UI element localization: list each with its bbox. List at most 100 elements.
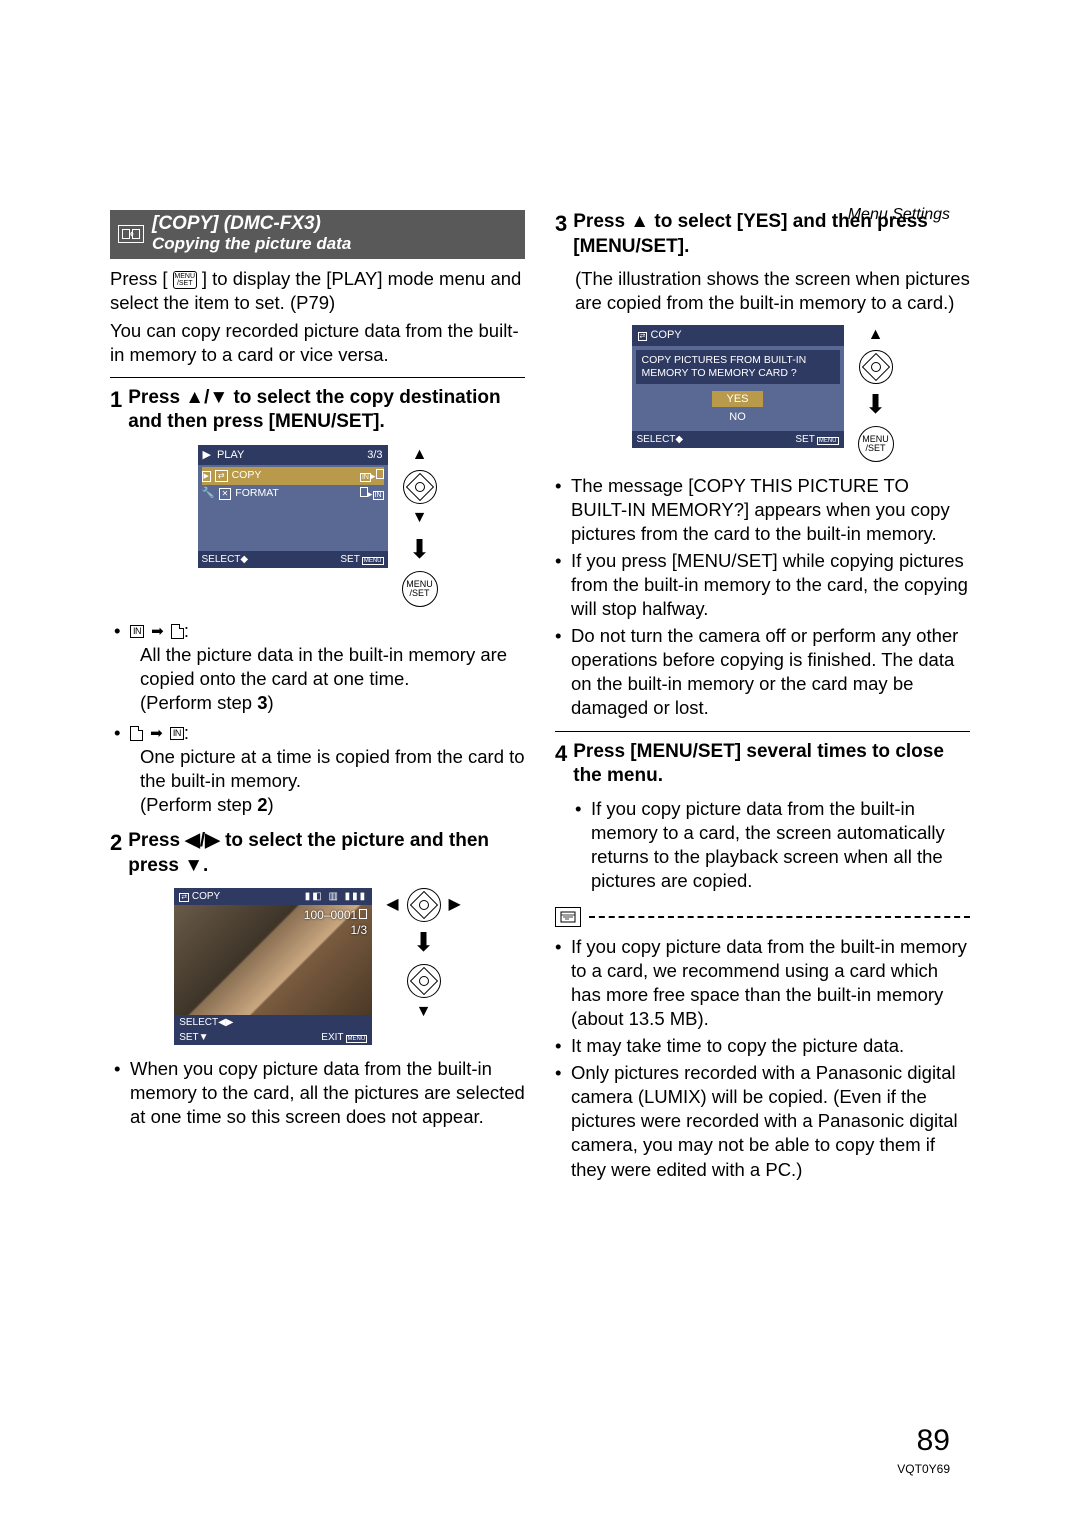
dpad-indicator: ▲ ⬇ MENU /SET <box>858 325 894 462</box>
note-icon <box>555 907 581 927</box>
lcd-copy-dest-icon: IN▸ <box>360 469 384 483</box>
up-arrow-icon: ▲ <box>868 325 884 346</box>
down-arrow-icon: ▼ <box>416 1002 432 1023</box>
note-text: When you copy picture data from the buil… <box>130 1057 525 1129</box>
final-notes: •If you copy picture data from the built… <box>555 935 970 1181</box>
dashed-divider <box>589 916 970 918</box>
step-number: 2 <box>110 829 122 878</box>
intro-p1a: Press [ <box>110 268 168 289</box>
lcd-copy-label: COPY <box>232 469 262 483</box>
step-number: 1 <box>110 386 122 435</box>
lcd-set-label: SET <box>340 554 359 565</box>
play-icon: ▶ <box>203 448 211 462</box>
step3-bullets: •The message [COPY THIS PICTURE TO BUILT… <box>555 474 970 720</box>
up-arrow-icon: ▲ <box>412 445 428 466</box>
step1-lcd-diagram: ▶ PLAY 3/3 ▶ ⇄ COPY <box>110 445 525 606</box>
lcd-copy-label: COPY <box>192 891 220 902</box>
bullet-dot: • <box>555 474 565 546</box>
lcd-select-label: SELECT <box>637 434 676 445</box>
divider <box>555 731 970 732</box>
menu-set-button-icon: MENU/SET <box>173 271 197 289</box>
flow-arrow-icon: ⬇ <box>413 926 435 960</box>
flow-arrow-icon: ⬇ <box>409 533 431 567</box>
lcd-photo-select: ⇄ COPY ▮◧ ▥ ▮▮▮ 100–0001 1/3 SELECT◀▶ SE… <box>174 888 372 1045</box>
bullet-dot: • <box>114 721 124 745</box>
lcd-play-label: PLAY <box>217 448 244 462</box>
right-column: 3 Press ▲ to select [YES] and then press… <box>555 210 970 1185</box>
bullet-text: Only pictures recorded with a Panasonic … <box>571 1061 970 1181</box>
left-arrow-icon: ◀ <box>386 895 398 916</box>
intro-para-2: You can copy recorded picture data from … <box>110 319 525 367</box>
copy-row-icon: ⇄ <box>215 470 228 482</box>
right-arrow-icon: ▶ <box>449 895 461 916</box>
arrow-right-icon: ➡ <box>151 623 164 640</box>
in-memory-icon: IN <box>130 625 144 638</box>
step2-lcd-diagram: ⇄ COPY ▮◧ ▥ ▮▮▮ 100–0001 1/3 SELECT◀▶ SE… <box>110 888 525 1045</box>
dpad-indicator: ◀ ▶ ⬇ ▼ <box>386 888 461 1023</box>
lcd-file-number: 100–0001 <box>304 908 367 922</box>
tool-row-icon: 🔧 <box>202 487 215 501</box>
lcd-yes-option: YES <box>712 391 762 407</box>
intro-p1b: ] to display the [PLAY] mode menu and se… <box>110 268 521 313</box>
dpad-icon <box>859 350 893 384</box>
bullet-dot: • <box>114 619 124 643</box>
manual-page: Menu Settings [COPY] (DMC-FX3) Copying t… <box>0 0 1080 1526</box>
lcd-format-label: FORMAT <box>235 487 279 501</box>
dpad-icon <box>407 888 441 922</box>
arrow-right-icon: ➡ <box>150 725 163 742</box>
step-number: 4 <box>555 740 567 789</box>
bullet-text: Do not turn the camera off or perform an… <box>571 624 970 720</box>
lcd-confirm-message: COPY PICTURES FROM BUILT-IN MEMORY TO ME… <box>636 350 840 384</box>
copy-icon <box>118 225 144 243</box>
lcd-counter: 1/3 <box>304 923 367 937</box>
lcd-page-indicator: 3/3 <box>367 448 382 462</box>
lcd-no-option: NO <box>715 409 760 425</box>
lcd-select-label: SELECT <box>202 554 241 565</box>
menu-set-button-icon: MENU /SET <box>402 571 438 607</box>
two-column-layout: [COPY] (DMC-FX3) Copying the picture dat… <box>110 210 970 1185</box>
lcd-select-label: SELECT◀▶ <box>179 1016 233 1029</box>
bullet-dot: • <box>555 549 565 621</box>
bullet-dot: • <box>555 624 565 720</box>
dpad-icon <box>403 470 437 504</box>
step4-bullets: •If you copy picture data from the built… <box>555 797 970 893</box>
section-title-line1: [COPY] (DMC-FX3) <box>152 214 351 235</box>
format-row-icon: ✕ <box>219 488 232 500</box>
step4-title: 4 Press [MENU/SET] several times to clos… <box>555 740 970 789</box>
bullet-dot: • <box>575 797 585 893</box>
lcd-copy-confirm: ⇄ COPY COPY PICTURES FROM BUILT-IN MEMOR… <box>632 325 844 447</box>
step-number: 3 <box>555 210 567 259</box>
in-memory-icon: IN <box>170 727 184 740</box>
notes-divider <box>555 907 970 927</box>
bullet-dot: • <box>555 1061 565 1181</box>
bullet-text: It may take time to copy the picture dat… <box>571 1034 970 1058</box>
card-icon <box>171 624 184 639</box>
divider <box>110 377 525 378</box>
section-title-bar: [COPY] (DMC-FX3) Copying the picture dat… <box>110 210 525 259</box>
play-row-icon: ▶ <box>202 471 211 482</box>
breadcrumb: Menu Settings <box>848 205 950 226</box>
intro-para-1: Press [ MENU/SET ] to display the [PLAY]… <box>110 267 525 315</box>
bullet-text: The message [COPY THIS PICTURE TO BUILT-… <box>571 474 970 546</box>
lcd-copy-label: COPY <box>650 329 681 341</box>
step-text: Press ▲/▼ to select the copy destination… <box>128 386 525 435</box>
flow-arrow-icon: ⬇ <box>865 388 887 422</box>
bullet-dot: • <box>114 1057 124 1129</box>
lcd-exit-label: EXITMENU <box>321 1031 367 1044</box>
opt-a-desc: All the picture data in the built-in mem… <box>114 643 525 691</box>
step1-option-a: • IN ➡ : All the picture data in the bui… <box>114 619 525 715</box>
step3-lcd-diagram: ⇄ COPY COPY PICTURES FROM BUILT-IN MEMOR… <box>555 325 970 462</box>
opt-b-desc: One picture at a time is copied from the… <box>114 745 525 793</box>
bullet-text: If you copy picture data from the built-… <box>591 797 970 893</box>
step2-title: 2 Press ◀/▶ to select the picture and th… <box>110 829 525 878</box>
dpad-indicator: ▲ ▼ ⬇ MENU /SET <box>402 445 438 606</box>
bullet-text: If you press [MENU/SET] while copying pi… <box>571 549 970 621</box>
lcd-status-icons: ▮◧ ▥ ▮▮▮ <box>305 890 367 903</box>
lcd-format-dest-icon: ▸IN <box>360 487 384 501</box>
menu-set-button-icon: MENU /SET <box>858 426 894 462</box>
lcd-preview-image: 100–0001 1/3 <box>174 905 372 1015</box>
lcd-set-label: SET▼ <box>179 1031 208 1044</box>
bullet-text: If you copy picture data from the built-… <box>571 935 970 1031</box>
opt-a-perform: (Perform step 3) <box>114 691 525 715</box>
step3-subtext: (The illustration shows the screen when … <box>555 267 970 315</box>
